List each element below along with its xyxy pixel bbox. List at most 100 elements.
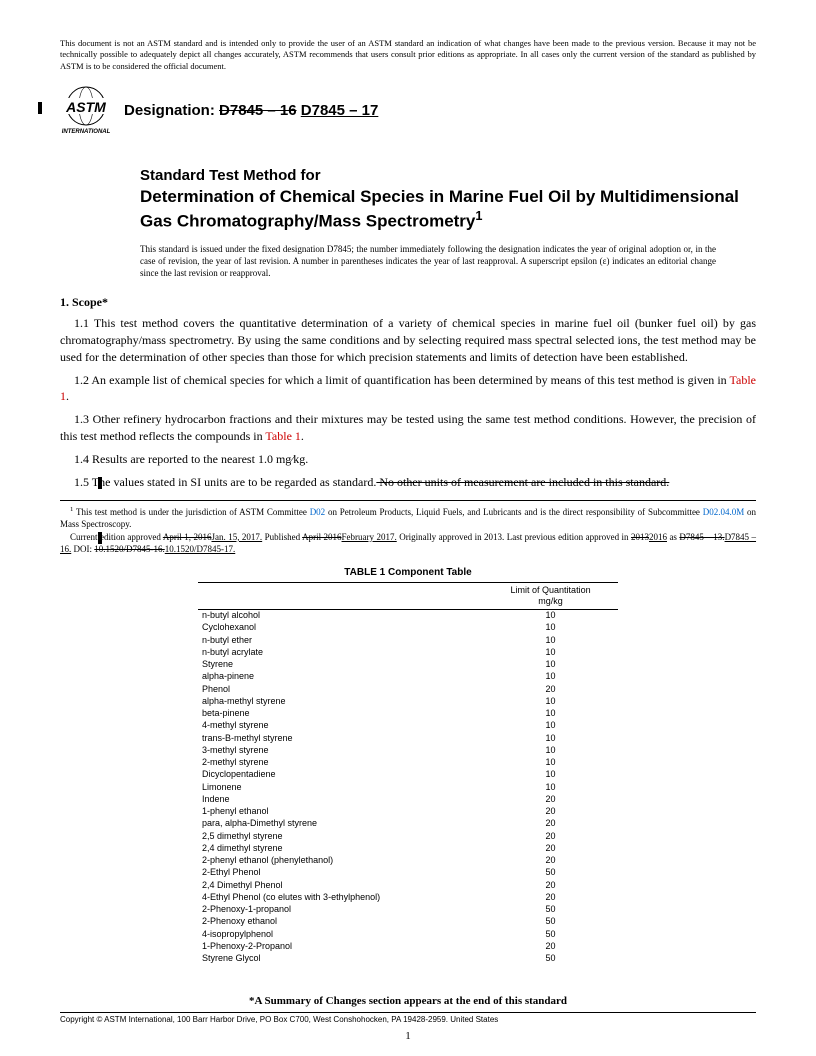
- loq-cell: 10: [483, 757, 618, 769]
- designation-label: Designation:: [124, 102, 215, 119]
- compound-cell: 4-Ethyl Phenol (co elutes with 3-ethylph…: [198, 891, 483, 903]
- title-block: Standard Test Method for Determination o…: [140, 166, 756, 232]
- para-1-4: 1.4 Results are reported to the nearest …: [60, 451, 756, 468]
- compound-cell: 2-Phenoxy ethanol: [198, 916, 483, 928]
- table-row: beta-pinene10: [198, 708, 618, 720]
- loq-cell: 20: [483, 855, 618, 867]
- scope-heading: 1. Scope*: [60, 295, 756, 310]
- table-row: 2,4 dimethyl styrene20: [198, 842, 618, 854]
- fn2j: as: [667, 532, 679, 542]
- footnote-1: 1 This test method is under the jurisdic…: [60, 505, 756, 530]
- change-bar-icon-3: [98, 532, 102, 544]
- table-row: 2-phenyl ethanol (phenylethanol)20: [198, 855, 618, 867]
- fn2n: 10.1520/D7845-16.: [94, 544, 165, 554]
- table-row: 2-Ethyl Phenol50: [198, 867, 618, 879]
- table-row: alpha-methyl styrene10: [198, 695, 618, 707]
- table-row: trans-B-methyl styrene10: [198, 732, 618, 744]
- para-1-2: 1.2 An example list of chemical species …: [60, 372, 756, 406]
- designation-line: Designation: D7845 – 16 D7845 – 17: [124, 102, 378, 119]
- compound-cell: 2,4 dimethyl styrene: [198, 842, 483, 854]
- fn2i: 2016: [649, 532, 667, 542]
- title-line1: Standard Test Method for: [140, 166, 756, 186]
- fn2m: DOI:: [71, 544, 94, 554]
- astm-logo: ASTM INTERNATIONAL: [60, 84, 112, 136]
- loq-cell: 20: [483, 806, 618, 818]
- table-row: 1-phenyl ethanol20: [198, 806, 618, 818]
- compound-cell: n-butyl alcohol: [198, 609, 483, 622]
- table-row: Indene20: [198, 793, 618, 805]
- loq-cell: 50: [483, 928, 618, 940]
- footnote-rule: [60, 500, 756, 501]
- compound-cell: 4-methyl styrene: [198, 720, 483, 732]
- compound-cell: 3-methyl styrene: [198, 744, 483, 756]
- para-1-3-a: 1.3 Other refinery hydrocarbon fractions…: [60, 412, 756, 443]
- fn2d: Published: [262, 532, 302, 542]
- table-title: TABLE 1 Component Table: [198, 567, 618, 578]
- change-bar-icon: [38, 102, 42, 114]
- table-row: n-butyl acrylate10: [198, 646, 618, 658]
- title-line2: Determination of Chemical Species in Mar…: [140, 186, 756, 233]
- compound-cell: 1-phenyl ethanol: [198, 806, 483, 818]
- compound-cell: Dicyclopentadiene: [198, 769, 483, 781]
- table-row: 2-Phenoxy ethanol50: [198, 916, 618, 928]
- col-loq-a: Limit of Quantitation: [511, 585, 591, 595]
- loq-cell: 10: [483, 744, 618, 756]
- table-row: Limonene10: [198, 781, 618, 793]
- compound-cell: Styrene: [198, 659, 483, 671]
- table-row: 3-methyl styrene10: [198, 744, 618, 756]
- col-loq-b: mg/kg: [538, 596, 563, 606]
- table-row: 4-Ethyl Phenol (co elutes with 3-ethylph…: [198, 891, 618, 903]
- compound-cell: n-butyl acrylate: [198, 646, 483, 658]
- loq-cell: 10: [483, 769, 618, 781]
- loq-cell: 50: [483, 904, 618, 916]
- compound-cell: Limonene: [198, 781, 483, 793]
- header-row: ASTM INTERNATIONAL Designation: D7845 – …: [60, 84, 756, 136]
- table-row: n-butyl ether10: [198, 634, 618, 646]
- component-table-wrap: TABLE 1 Component Table Limit of Quantit…: [198, 567, 618, 965]
- table-row: Cyclohexanol10: [198, 622, 618, 634]
- loq-cell: 20: [483, 842, 618, 854]
- table-row: 2,4 Dimethyl Phenol20: [198, 879, 618, 891]
- disclaimer-text: This document is not an ASTM standard an…: [60, 38, 756, 72]
- compound-cell: 2-Ethyl Phenol: [198, 867, 483, 879]
- loq-cell: 10: [483, 609, 618, 622]
- loq-cell: 20: [483, 879, 618, 891]
- footnote-2: Current edition approved April 1, 2016Ja…: [60, 531, 756, 555]
- fn2f: February 2017.: [342, 532, 397, 542]
- compound-cell: 2-Phenoxy-1-propanol: [198, 904, 483, 916]
- compound-cell: Cyclohexanol: [198, 622, 483, 634]
- fn2c: Jan. 15, 2017.: [212, 532, 263, 542]
- compound-cell: trans-B-methyl styrene: [198, 732, 483, 744]
- page-number: 1: [0, 1030, 816, 1042]
- loq-cell: 50: [483, 953, 618, 965]
- fn2g: Originally approved in 2013. Last previo…: [397, 532, 631, 542]
- table-row: Styrene10: [198, 659, 618, 671]
- title-sup: 1: [475, 208, 482, 223]
- para-1-3: 1.3 Other refinery hydrocarbon fractions…: [60, 411, 756, 445]
- loq-cell: 20: [483, 940, 618, 952]
- loq-cell: 10: [483, 695, 618, 707]
- loq-cell: 10: [483, 634, 618, 646]
- committee-link[interactable]: D02: [310, 507, 326, 517]
- table-row: 4-isopropylphenol50: [198, 928, 618, 940]
- title-main-text: Determination of Chemical Species in Mar…: [140, 187, 739, 231]
- subcommittee-link[interactable]: D02.04.0M: [703, 507, 745, 517]
- table-row: alpha-pinene10: [198, 671, 618, 683]
- table-row: 2,5 dimethyl styrene20: [198, 830, 618, 842]
- para-1-2-c: .: [66, 389, 69, 403]
- fn2e: April 2016: [302, 532, 341, 542]
- summary-note: *A Summary of Changes section appears at…: [60, 995, 756, 1007]
- fn2k: D7845 – 13.: [679, 532, 724, 542]
- table-row: n-butyl alcohol10: [198, 609, 618, 622]
- loq-cell: 50: [483, 916, 618, 928]
- table1-link-2[interactable]: Table 1: [265, 429, 300, 443]
- compound-cell: 2,4 Dimethyl Phenol: [198, 879, 483, 891]
- col-compound: [198, 582, 483, 609]
- compound-cell: Indene: [198, 793, 483, 805]
- loq-cell: 20: [483, 830, 618, 842]
- compound-cell: Phenol: [198, 683, 483, 695]
- para-1-1: 1.1 This test method covers the quantita…: [60, 315, 756, 365]
- change-bar-icon-2: [98, 477, 102, 489]
- para-1-5-a: 1.5 The values stated in SI units are to…: [74, 475, 376, 489]
- table-row: 4-methyl styrene10: [198, 720, 618, 732]
